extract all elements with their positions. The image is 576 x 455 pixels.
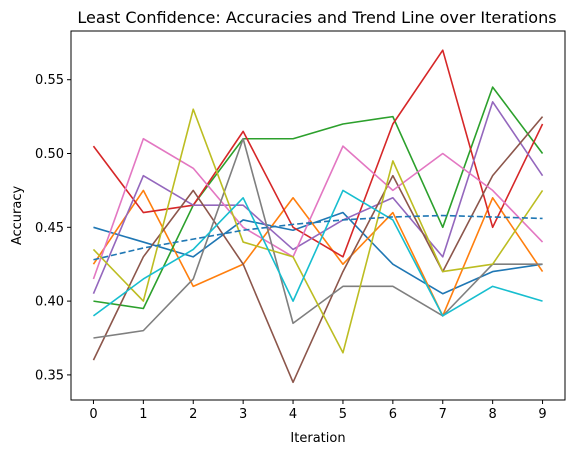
chart-title: Least Confidence: Accuracies and Trend L… [77, 8, 556, 27]
x-tick-label: 8 [489, 407, 497, 422]
x-tick-label: 3 [239, 407, 247, 422]
series-line-9 [92, 108, 544, 354]
series-line-6 [92, 116, 544, 384]
x-tick-label: 4 [289, 407, 297, 422]
y-axis-label: Accuracy [10, 186, 25, 246]
series-line-2 [92, 189, 544, 317]
x-tick-label: 7 [439, 407, 447, 422]
series-line-10 [92, 189, 543, 317]
series-line-7 [92, 137, 544, 280]
x-tick-label: 5 [339, 407, 347, 422]
plot-area [92, 49, 544, 384]
y-tick-label: 0.35 [35, 368, 64, 383]
y-tick-label: 0.45 [35, 221, 64, 236]
x-tick-label: 6 [389, 407, 397, 422]
plot-frame [70, 30, 566, 401]
series-line-4 [92, 49, 544, 258]
series-line-3 [93, 86, 544, 310]
y-tick-label: 0.40 [35, 295, 64, 310]
series-line-5 [92, 101, 544, 295]
axes: 0 1 2 3 4 5 6 7 8 9 0.35 0.40 0.45 0.50 0.55 [35, 73, 547, 422]
x-tick-label: 1 [139, 407, 147, 422]
trend-line [93, 214, 543, 261]
x-tick-label: 9 [538, 407, 546, 422]
x-tick-label: 0 [89, 407, 97, 422]
y-tick-label: 0.55 [35, 73, 64, 88]
x-tick-label: 2 [189, 407, 197, 422]
x-axis-label: Iteration [290, 431, 345, 446]
y-tick-label: 0.50 [35, 147, 64, 162]
